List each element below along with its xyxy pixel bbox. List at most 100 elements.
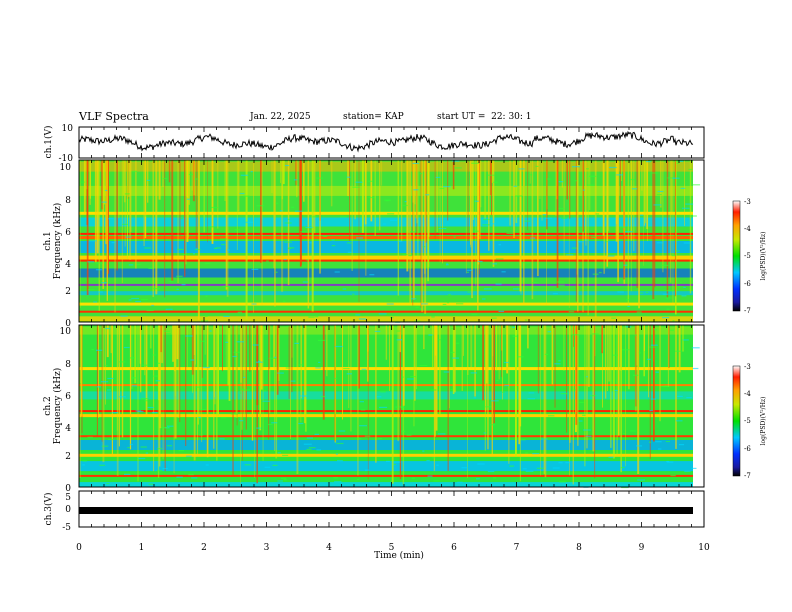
ch2-spec-speckle	[268, 357, 277, 359]
ch1-spec-speckle	[662, 293, 668, 295]
ch1-spec-streak	[152, 160, 154, 297]
ch2-spec-speckle	[650, 398, 656, 400]
ch2-spec-streak	[357, 325, 359, 476]
ch1-spec-speckle	[287, 247, 292, 250]
ch1-spec-speckle	[587, 184, 595, 186]
ch2-spec-streak	[467, 325, 469, 375]
ch1-spec-speckle	[586, 168, 589, 170]
ch2-spec-speckle	[140, 446, 147, 448]
ch1-spec-speckle	[626, 299, 630, 301]
ch1-spec-speckle	[672, 320, 675, 322]
ch1-cbar-tick-m4: -4	[744, 225, 751, 233]
ch2-spec-streak	[495, 325, 498, 371]
ch1-spec-speckle	[577, 241, 584, 243]
ch1-spec-streak	[647, 160, 648, 242]
ch2-spec-speckle	[431, 457, 436, 459]
ch1-spec-streak	[98, 160, 100, 311]
ch1-spec-speckle	[524, 319, 528, 321]
ch2-spec-streak	[501, 325, 502, 378]
ch1-spec-speckle	[672, 177, 680, 179]
ch1-spec-streak	[617, 160, 619, 283]
ch2-spec-streak	[399, 325, 401, 353]
ch2-spec-streak	[500, 325, 503, 351]
ch1-spec-speckle	[419, 173, 422, 175]
ch1-spec-streak	[298, 160, 301, 240]
ch2-spec-speckle	[419, 364, 428, 367]
ch2-spec-streak	[399, 325, 402, 480]
ch2-spec-speckle	[205, 464, 209, 466]
ch1-spec-speckle	[524, 220, 531, 222]
ch1-spec-speckle	[646, 161, 651, 163]
ch1-waveform-trace	[78, 130, 694, 153]
ch2-spec-speckle	[106, 483, 110, 485]
ch1-spec-speckle	[413, 189, 419, 191]
ch2-spec-speckle	[632, 374, 639, 376]
ch2-spec-speckle	[129, 357, 135, 359]
ch1-spec-streak	[465, 160, 467, 274]
ch1-colorbar-label: log(PSD)(V²/Hz)	[760, 232, 767, 281]
ch2-spec-streak	[179, 325, 181, 423]
ch1-spec-streak	[654, 160, 656, 288]
ch1-spec-speckle	[679, 160, 684, 162]
ch2-spec-speckle	[186, 455, 192, 457]
ch2-spec-band-3	[79, 391, 693, 400]
ch2-spec-speckle	[560, 393, 568, 395]
ch1-spec-streak	[546, 160, 547, 305]
ch2-spec-streak	[413, 325, 415, 427]
ch1-spec-speckle	[402, 204, 408, 207]
ch1-spec-speckle	[513, 185, 517, 187]
ch1-spec-speckle	[681, 207, 690, 209]
ch1-spec-speckle	[283, 259, 287, 261]
ch2-spec-streak	[432, 325, 434, 368]
ch2-spec-streak	[277, 325, 280, 381]
ch1-freq-tick-2: 2	[65, 287, 71, 297]
ch1-spec-speckle	[312, 216, 317, 218]
ch1-spec-streak	[582, 160, 584, 313]
ch1-spec-streak	[195, 160, 198, 248]
ch2-spec-speckle	[540, 438, 548, 440]
ch1-spec-speckle	[334, 271, 340, 273]
ch1-spec-streak	[164, 160, 166, 298]
ch1-spec-speckle	[624, 231, 633, 233]
ch2-spec-streak	[649, 325, 651, 459]
ch1-spec-streak	[89, 160, 91, 205]
ch2-spec-speckle	[281, 477, 287, 479]
ch2-spec-streak	[213, 325, 215, 398]
ch1-spec-speckle	[239, 192, 245, 195]
ch2-spec-streak	[515, 325, 517, 457]
x-axis-label: Time (min)	[374, 550, 424, 561]
ch1-spec-streak	[606, 160, 609, 267]
ch2-spec-speckle	[591, 333, 599, 335]
ch2-spec-streak	[367, 325, 369, 382]
ch1-spec-speckle	[474, 200, 479, 202]
ch2-spec-speckle	[161, 427, 169, 429]
ch2-spec-speckle	[614, 389, 618, 392]
ch1-freq-axis-label: Frequency (kHz)	[52, 203, 63, 280]
ch2-spec-streak	[105, 325, 106, 405]
ch1-spec-speckle	[421, 303, 428, 305]
ch2-spec-speckle	[286, 325, 292, 327]
ch2-spec-speckle	[438, 339, 441, 341]
ch2-cbar-tick-m4: -4	[744, 390, 751, 398]
ch1-spec-label: ch.1	[43, 231, 53, 250]
ch1-spec-speckle	[572, 166, 580, 168]
ch1-spec-band-10	[79, 283, 693, 286]
ch1-spec-speckle	[368, 196, 375, 199]
ch2-spec-streak	[254, 325, 255, 478]
ch2-spec-speckle	[152, 412, 159, 414]
ch2-spec-speckle	[491, 400, 499, 402]
ch1-spec-speckle	[101, 201, 107, 203]
ch2-spec-speckle	[285, 367, 291, 369]
ch1-spec-streak	[568, 160, 570, 308]
ch1-spec-speckle	[491, 317, 497, 319]
ch2-spec-streak	[206, 325, 209, 458]
ch1-spec-streak	[406, 160, 409, 272]
ch1-spec-streak	[126, 160, 128, 259]
ch2-spec-speckle	[393, 463, 396, 465]
ch2-spec-streak	[293, 325, 295, 368]
ch2-spec-streak	[508, 325, 510, 464]
ch1-spec-streak	[299, 160, 302, 267]
ch1-spec-streak	[470, 160, 471, 245]
ch2-spec-streak	[177, 325, 180, 418]
ch1-spec-speckle	[146, 309, 154, 312]
